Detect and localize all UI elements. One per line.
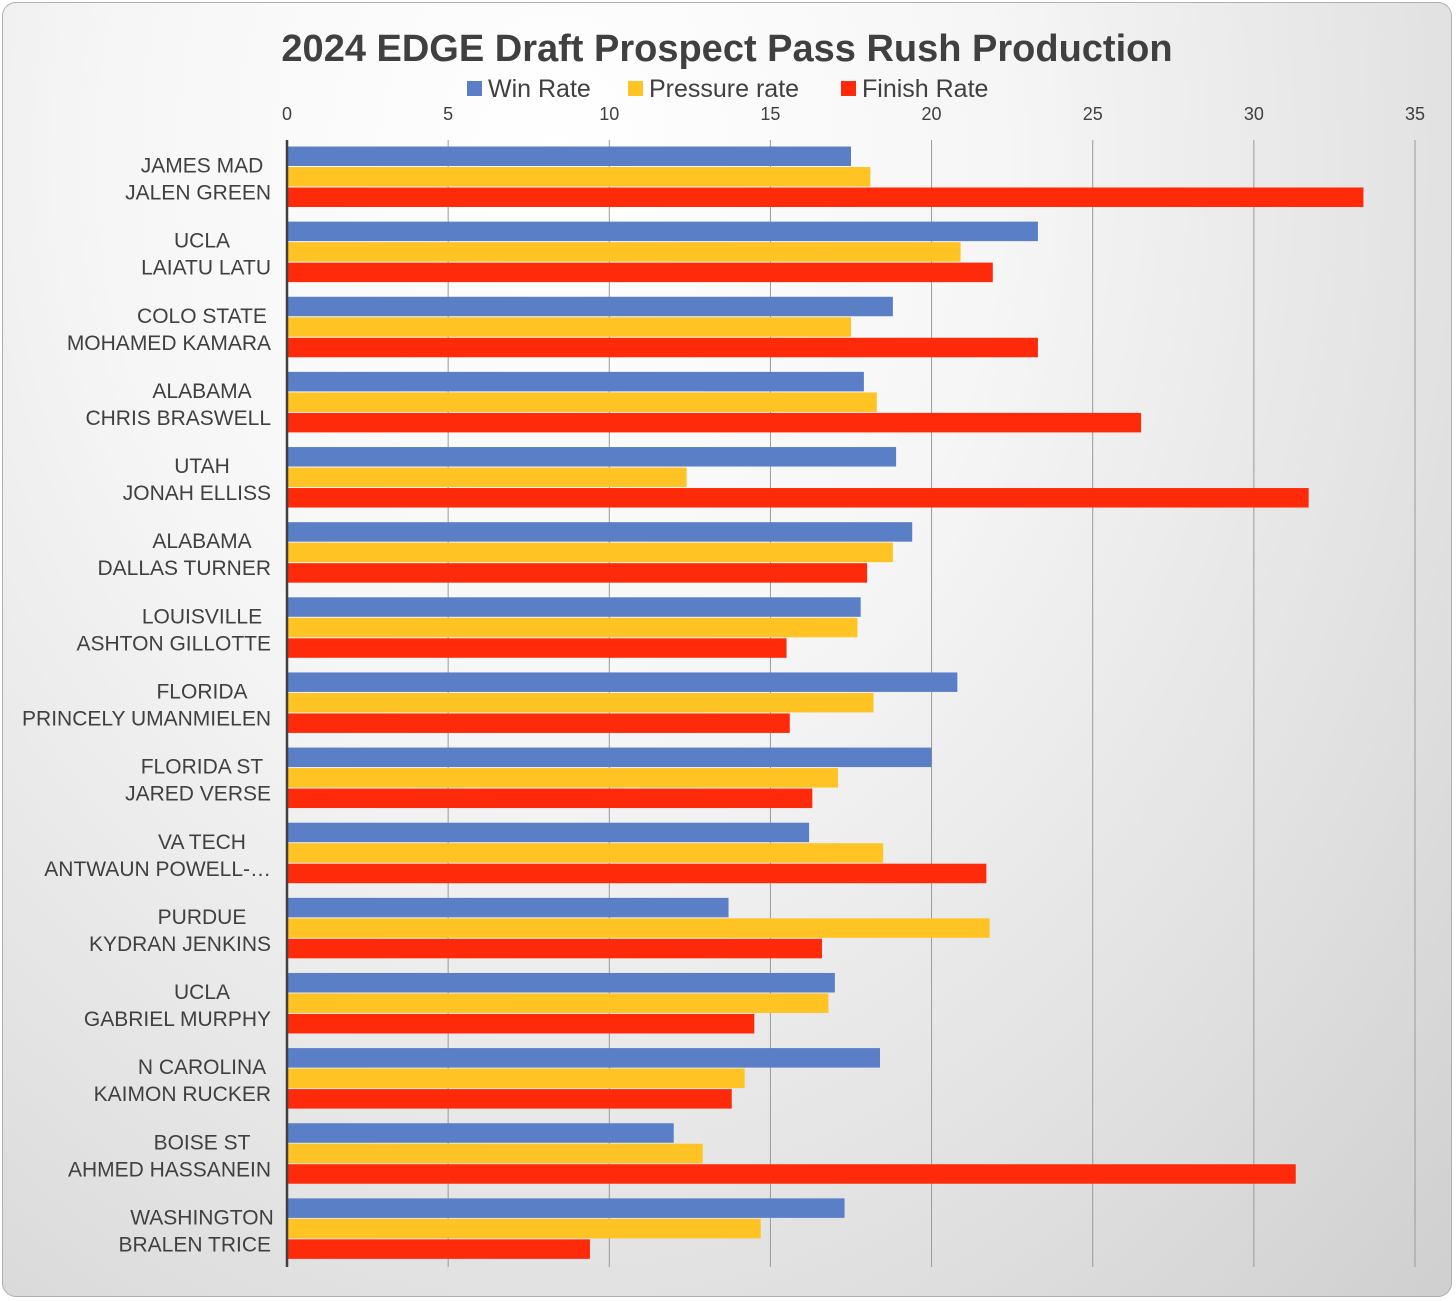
category-school-label: FLORIDA ST <box>141 756 264 779</box>
bar <box>287 692 874 713</box>
x-tick-label: 30 <box>1244 104 1264 124</box>
category-player-label: LAIATU LATU <box>141 257 271 280</box>
category-player-label: PRINCELY UMANMIELEN <box>22 708 271 731</box>
bar <box>287 371 864 392</box>
bar <box>287 167 871 187</box>
bar <box>287 843 884 863</box>
category-school-label: ALABAMA <box>152 530 251 553</box>
legend-swatch <box>467 81 482 96</box>
category-school-label: UTAH <box>174 455 230 478</box>
bar <box>287 768 839 788</box>
category-player-label: ANTWAUN POWELL-… <box>44 858 271 881</box>
bar <box>287 317 851 337</box>
category-school-label: WASHINGTON <box>130 1206 274 1229</box>
legend-label: Pressure rate <box>649 75 799 103</box>
bar <box>287 262 993 283</box>
bar-chart: 2024 EDGE Draft Prospect Pass Rush Produ… <box>22 28 1425 1267</box>
x-tick-label: 0 <box>282 104 292 124</box>
bar <box>287 863 987 884</box>
category-school-label: COLO STATE <box>137 305 267 328</box>
bar <box>287 788 813 809</box>
bar <box>287 822 810 843</box>
bar <box>287 242 961 262</box>
bar <box>287 972 835 993</box>
bar <box>287 221 1038 242</box>
category-player-label: DALLAS TURNER <box>98 557 272 580</box>
bar <box>287 563 868 583</box>
category-player-label: KYDRAN JENKINS <box>89 933 271 956</box>
bar <box>287 938 822 959</box>
bar <box>287 296 893 317</box>
bar <box>287 672 958 692</box>
bar <box>287 1164 1296 1184</box>
bar <box>287 447 897 467</box>
legend-label: Finish Rate <box>862 75 988 103</box>
category-player-label: BRALEN TRICE <box>119 1233 272 1256</box>
category-player-label: AHMED HASSANEIN <box>68 1158 271 1181</box>
x-tick-label: 15 <box>760 104 780 124</box>
x-tick-label: 10 <box>599 104 619 124</box>
category-school-label: LOUISVILLE <box>142 605 262 628</box>
bar <box>287 412 1142 433</box>
category-school-label: ALABAMA <box>152 380 251 403</box>
bar <box>287 597 861 617</box>
x-axis-ticks: 0 5 10 15 20 25 30 35 <box>282 104 1425 124</box>
chart-legend: Win Rate Pressure rate Finish Rate <box>467 75 988 103</box>
bar <box>287 747 932 768</box>
bar <box>287 392 877 412</box>
legend-swatch <box>628 81 643 96</box>
bar <box>287 1123 674 1143</box>
bar <box>287 1089 732 1109</box>
category-school-label: FLORIDA <box>156 681 247 704</box>
bar <box>287 1198 845 1218</box>
bar <box>287 1048 881 1068</box>
bar <box>287 897 729 918</box>
bar <box>287 993 829 1013</box>
x-tick-label: 5 <box>443 104 453 124</box>
bar <box>287 187 1364 207</box>
category-school-label: VA TECH <box>158 831 246 854</box>
bar <box>287 337 1038 358</box>
legend-label: Win Rate <box>488 75 591 103</box>
category-player-label: KAIMON RUCKER <box>94 1083 271 1106</box>
bar <box>287 617 858 638</box>
legend-swatch <box>841 81 856 96</box>
bar <box>287 1218 761 1239</box>
bar <box>287 638 787 658</box>
category-school-label: PURDUE <box>158 906 247 929</box>
bar <box>287 467 687 488</box>
category-labels: JAMES MAD JALEN GREEN UCLA LAIATU LATU COLO … <box>22 155 274 1257</box>
bar <box>287 1239 590 1259</box>
bar <box>287 488 1309 508</box>
category-school-label: BOISE ST <box>154 1131 251 1154</box>
category-school-label: UCLA <box>174 230 230 253</box>
category-player-label: JARED VERSE <box>125 783 271 806</box>
category-player-label: MOHAMED KAMARA <box>67 332 271 355</box>
category-player-label: JONAH ELLISS <box>123 482 271 505</box>
x-tick-label: 25 <box>1083 104 1103 124</box>
chart-title: 2024 EDGE Draft Prospect Pass Rush Produ… <box>281 28 1172 70</box>
bars <box>287 146 1364 1259</box>
bar <box>287 146 851 166</box>
category-school-label: JAMES MAD <box>141 155 264 178</box>
x-tick-label: 20 <box>922 104 942 124</box>
bar <box>287 1143 703 1164</box>
bar <box>287 713 790 733</box>
category-school-label: N CAROLINA <box>138 1056 266 1079</box>
category-player-label: CHRIS BRASWELL <box>85 407 271 430</box>
category-player-label: JALEN GREEN <box>125 182 271 205</box>
bar <box>287 522 913 542</box>
category-school-label: UCLA <box>174 981 230 1004</box>
category-player-label: ASHTON GILLOTTE <box>77 632 272 655</box>
bar <box>287 1013 755 1034</box>
category-player-label: GABRIEL MURPHY <box>84 1008 271 1031</box>
x-tick-label: 35 <box>1405 104 1425 124</box>
bar <box>287 918 990 938</box>
bar <box>287 1068 745 1089</box>
bar <box>287 542 893 563</box>
